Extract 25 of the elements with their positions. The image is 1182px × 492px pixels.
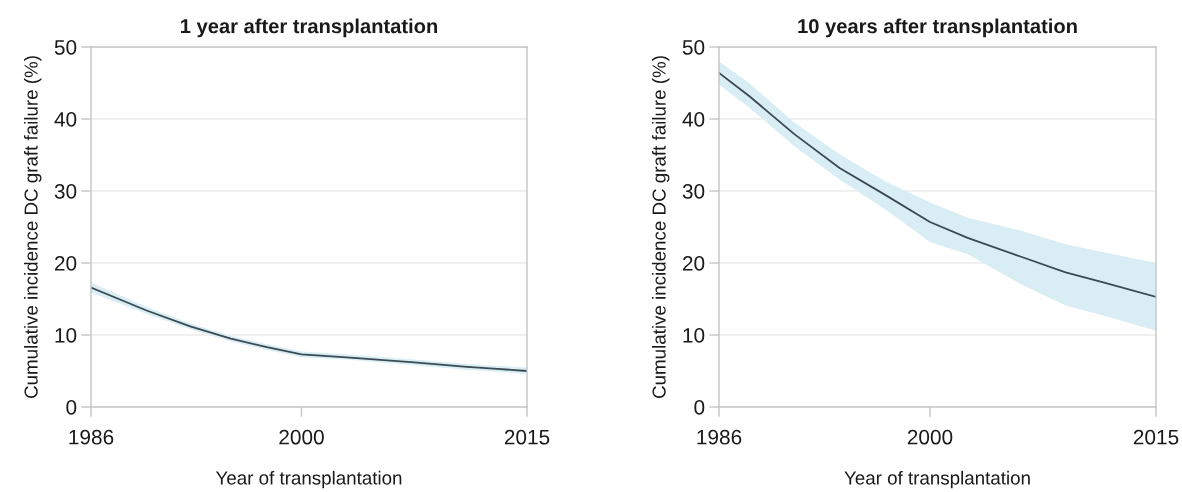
x-tick-label: 2015 xyxy=(504,429,550,445)
x-tick-label: 1986 xyxy=(69,429,114,445)
y-tick-label: 30 xyxy=(54,184,77,199)
y-tick-label: 0 xyxy=(66,400,77,415)
x-tick-label: 2000 xyxy=(279,429,324,445)
y-tick-label: 40 xyxy=(54,112,77,127)
y-tick-label: 10 xyxy=(55,328,77,343)
y-tick-label: 0 xyxy=(694,400,705,415)
chart-title: 10 years after transplantation xyxy=(798,18,1077,38)
x-tick-label: 1986 xyxy=(697,429,742,445)
y-tick-label: 20 xyxy=(54,256,77,271)
y-tick-label: 20 xyxy=(682,256,705,271)
y-axis-title: Cumulative incidence DC graft failure (%) xyxy=(23,56,42,398)
y-tick-label: 30 xyxy=(682,184,705,199)
x-tick-label: 2000 xyxy=(907,429,953,445)
y-tick-label: 40 xyxy=(682,112,705,127)
x-tick-label: 2015 xyxy=(1133,429,1179,445)
y-axis-title: Cumulative incidence DC graft failure (%) xyxy=(651,56,670,398)
y-tick-label: 50 xyxy=(682,40,705,55)
line-series xyxy=(719,72,1156,298)
x-axis-title: Year of transplantation xyxy=(215,470,402,489)
y-tick-label: 10 xyxy=(683,328,705,343)
x-axis-title: Year of transplantation xyxy=(844,470,1030,489)
chart-title: 1 year after transplantation xyxy=(181,18,438,38)
y-tick-label: 50 xyxy=(54,40,77,55)
